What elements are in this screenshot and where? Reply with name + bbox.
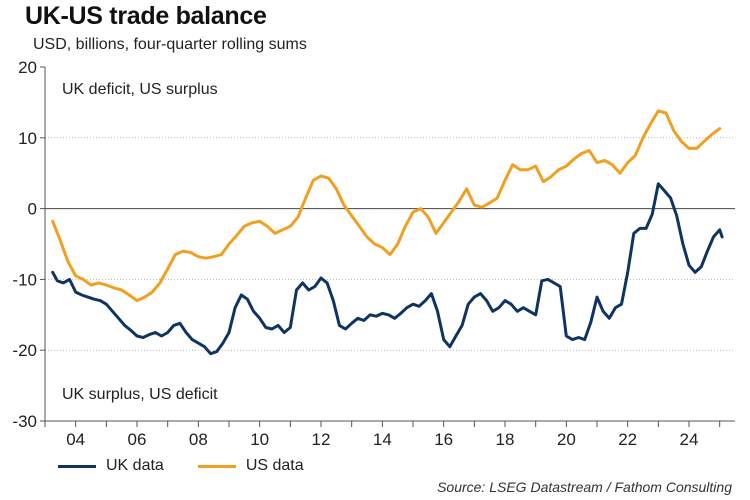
series-line-uk-data [51, 182, 724, 356]
x-tick-label-12: 12 [312, 430, 331, 449]
y-tick-label--10: -10 [12, 270, 37, 289]
x-tick-label-16: 16 [434, 430, 453, 449]
y-tick-label-0: 0 [28, 200, 37, 219]
x-tick-label-04: 04 [66, 430, 85, 449]
y-tick-label--20: -20 [12, 341, 37, 360]
x-tick-label-10: 10 [250, 430, 269, 449]
x-tick-label-24: 24 [680, 430, 699, 449]
x-tick-label-08: 08 [189, 430, 208, 449]
y-tick-label-10: 10 [18, 129, 37, 148]
x-tick-label-20: 20 [557, 430, 576, 449]
chart-subtitle: USD, billions, four-quarter rolling sums [33, 36, 307, 53]
y-tick-label-20: 20 [18, 58, 37, 77]
legend-label-us: US data [245, 457, 304, 474]
annotation-uk-surplus: UK surplus, US deficit [62, 386, 218, 403]
x-tick-label-22: 22 [618, 430, 637, 449]
annotation-uk-deficit: UK deficit, US surplus [62, 81, 218, 98]
chart-title: UK-US trade balance [25, 2, 267, 30]
x-tick-label-06: 06 [128, 430, 147, 449]
legend-swatch-uk [58, 464, 96, 468]
x-tick-label-14: 14 [373, 430, 392, 449]
y-tick-label--30: -30 [12, 412, 37, 431]
chart-legend: UK data US data [58, 457, 338, 475]
series-line-us-data [51, 109, 722, 303]
source-note: Source: LSEG Datastream / Fathom Consult… [437, 479, 732, 495]
legend-item-uk: UK data [58, 457, 164, 475]
legend-label-uk: UK data [106, 457, 164, 474]
legend-item-us: US data [197, 457, 304, 475]
legend-swatch-us [197, 464, 236, 468]
x-tick-label-18: 18 [496, 430, 515, 449]
